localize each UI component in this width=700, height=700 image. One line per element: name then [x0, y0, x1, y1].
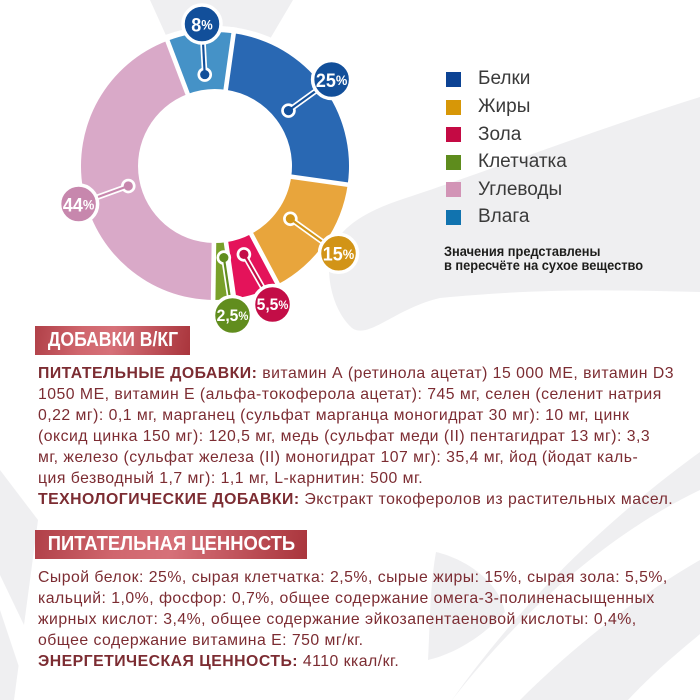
svg-text:8%: 8%: [191, 14, 212, 36]
svg-text:44%: 44%: [63, 194, 94, 216]
svg-text:25%: 25%: [316, 69, 347, 91]
svg-text:15%: 15%: [323, 243, 354, 265]
svg-text:2,5%: 2,5%: [217, 307, 249, 326]
svg-text:5,5%: 5,5%: [257, 296, 289, 315]
